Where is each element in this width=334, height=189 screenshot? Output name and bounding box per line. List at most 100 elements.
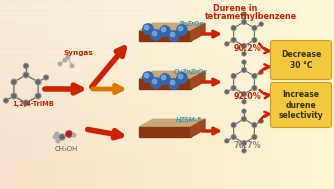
Bar <box>142 0 147 189</box>
Bar <box>0 58 334 61</box>
Bar <box>13 0 18 189</box>
Bar <box>0 98 334 102</box>
Circle shape <box>253 26 256 29</box>
Circle shape <box>243 53 245 55</box>
Bar <box>267 0 272 189</box>
Circle shape <box>252 74 257 78</box>
Circle shape <box>232 26 235 29</box>
Circle shape <box>12 94 16 98</box>
Circle shape <box>24 101 28 105</box>
Circle shape <box>231 74 236 78</box>
Circle shape <box>23 100 29 106</box>
Bar <box>0 155 334 158</box>
Bar <box>150 0 155 189</box>
Circle shape <box>252 135 257 139</box>
Circle shape <box>231 135 236 139</box>
FancyBboxPatch shape <box>271 40 332 80</box>
Circle shape <box>243 101 245 103</box>
Circle shape <box>169 79 179 89</box>
Circle shape <box>231 86 236 90</box>
Circle shape <box>259 70 263 74</box>
Bar <box>209 0 214 189</box>
Bar <box>21 0 26 189</box>
Bar <box>0 67 334 71</box>
Circle shape <box>4 98 8 103</box>
Bar <box>0 91 334 94</box>
Circle shape <box>252 123 257 127</box>
Circle shape <box>63 58 67 62</box>
Bar <box>0 167 334 170</box>
Circle shape <box>24 64 27 67</box>
Circle shape <box>225 140 228 142</box>
Bar <box>326 0 331 189</box>
Bar <box>134 0 139 189</box>
Bar <box>0 103 334 106</box>
Circle shape <box>252 86 257 90</box>
Circle shape <box>242 20 245 24</box>
Circle shape <box>58 62 62 66</box>
Circle shape <box>177 25 187 35</box>
Circle shape <box>66 131 72 137</box>
Text: tetramethylbenzene: tetramethylbenzene <box>205 12 297 21</box>
Circle shape <box>11 79 17 85</box>
Bar <box>0 131 334 135</box>
Bar <box>138 0 143 189</box>
Bar <box>0 122 334 125</box>
Bar <box>0 162 334 165</box>
Bar <box>0 153 334 156</box>
Bar <box>301 0 306 189</box>
Circle shape <box>152 79 157 84</box>
Bar <box>167 0 172 189</box>
Circle shape <box>231 123 236 127</box>
Bar <box>0 1 334 5</box>
Circle shape <box>143 24 153 34</box>
Circle shape <box>253 136 256 139</box>
Circle shape <box>253 38 256 42</box>
Text: 1,2,4-TriMB: 1,2,4-TriMB <box>12 101 54 107</box>
Bar <box>175 0 180 189</box>
Polygon shape <box>191 119 205 137</box>
Circle shape <box>232 86 235 90</box>
Bar <box>0 37 334 40</box>
Bar <box>63 0 68 189</box>
Bar <box>0 53 334 57</box>
Bar <box>271 0 277 189</box>
Bar <box>180 0 185 189</box>
Bar <box>255 0 260 189</box>
Circle shape <box>242 141 245 145</box>
Bar <box>0 105 334 109</box>
Circle shape <box>252 38 257 42</box>
Text: Increase
durene
selectivity: Increase durene selectivity <box>279 90 323 120</box>
Bar <box>200 0 205 189</box>
Bar <box>297 0 302 189</box>
Circle shape <box>66 55 70 59</box>
Polygon shape <box>139 119 205 127</box>
Bar <box>46 0 51 189</box>
Polygon shape <box>139 31 191 41</box>
Bar <box>276 0 281 189</box>
Circle shape <box>232 38 235 42</box>
Circle shape <box>241 68 246 72</box>
Circle shape <box>259 119 263 123</box>
Bar <box>192 0 197 189</box>
Bar <box>0 141 334 144</box>
Bar <box>0 112 334 116</box>
Circle shape <box>55 132 59 136</box>
Polygon shape <box>139 71 205 79</box>
Text: Durene in: Durene in <box>213 4 258 13</box>
Bar <box>234 0 239 189</box>
Polygon shape <box>191 71 205 89</box>
Bar <box>213 0 218 189</box>
Bar <box>0 129 334 132</box>
Bar <box>0 75 334 78</box>
Bar <box>0 94 334 97</box>
Bar <box>288 0 293 189</box>
Circle shape <box>241 20 246 24</box>
Circle shape <box>44 75 48 80</box>
Circle shape <box>231 38 236 42</box>
Bar <box>96 0 101 189</box>
Bar <box>0 176 334 180</box>
Bar <box>159 0 164 189</box>
Bar <box>0 108 334 111</box>
Bar <box>0 146 334 149</box>
